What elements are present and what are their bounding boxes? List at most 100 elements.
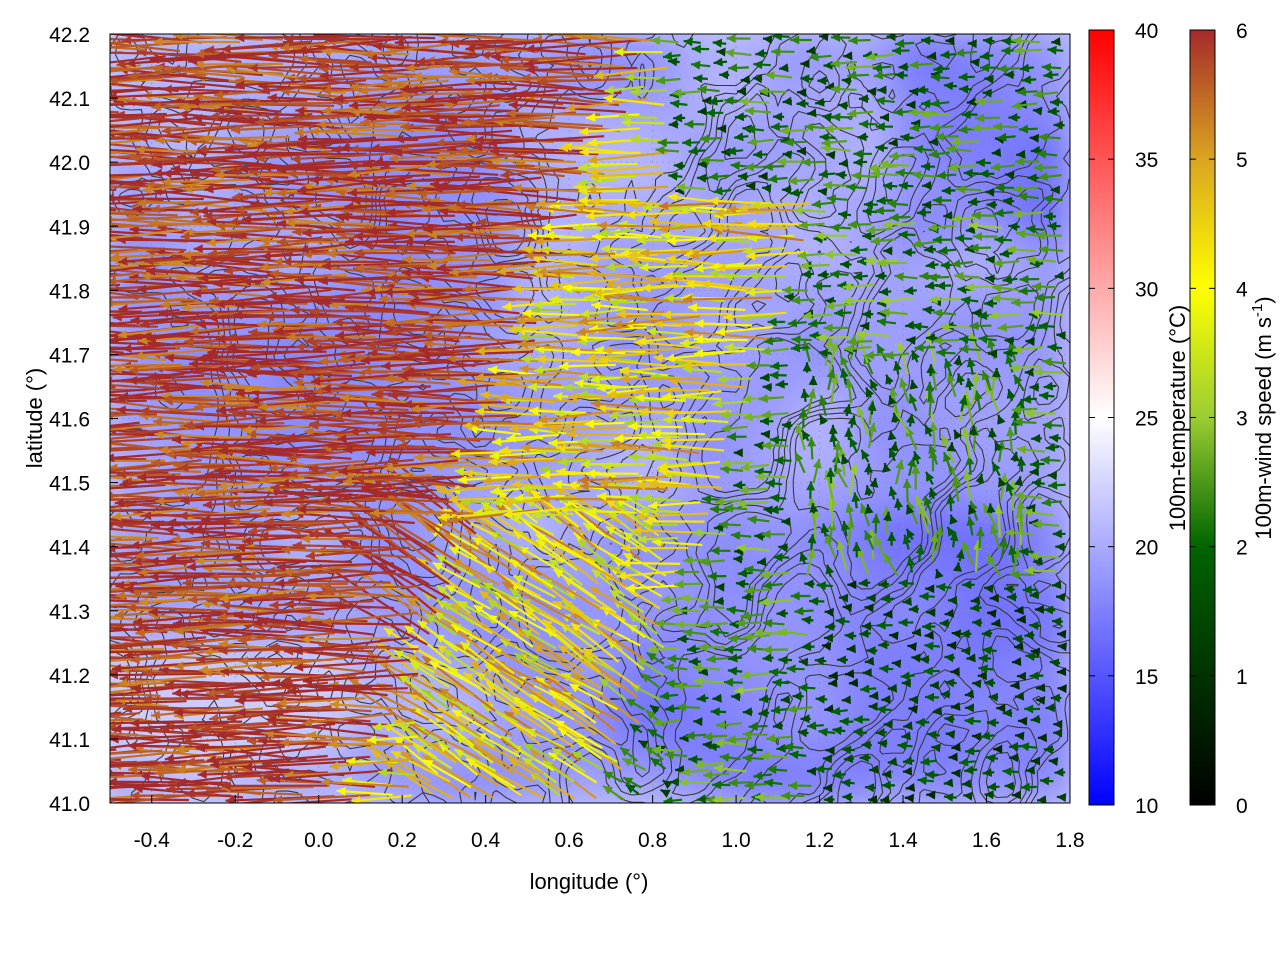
wind-arrow-shaft [264,521,367,522]
wind-arrow-head [41,633,50,642]
wind-arrow-head [14,648,23,657]
wind-arrow-head [29,761,38,770]
wind-arrow-head [23,584,32,593]
wind-arrow [24,577,123,586]
wind-arrow-head [26,593,35,602]
wind-arrow-head [85,496,94,505]
wind-arrow-head [61,648,70,657]
wind-arrow-head [96,601,105,610]
wind-arrow-head [69,560,78,569]
wind-arrow-head [22,677,31,686]
wind-arrow-head [97,688,106,697]
wind-arrow-head [45,498,54,507]
wind-arrow-shaft [24,582,123,585]
wind-arrow [5,624,123,639]
wind-arrow-head [78,646,87,655]
wind-arrow [7,713,121,729]
wind-arrow-head [0,756,9,765]
wind-arrow-shaft [5,783,116,793]
wind-arrow-head [100,694,109,703]
wind-arrow-head [5,788,14,797]
wind-arrow-head [36,755,45,764]
wind-arrow-head [36,786,45,795]
wind-arrow-head [48,776,57,785]
wind-arrow [26,719,122,728]
wind-arrow-head [71,778,80,787]
wind-arrow-head [182,805,192,814]
wind-arrow [12,751,121,760]
wind-arrow-head [86,693,96,702]
wind-arrow-head [74,719,83,728]
wind-arrow-shaft [26,724,122,725]
wind-arrow-shaft [14,648,125,652]
wind-arrow-head [66,751,75,760]
wind-arrow-head [25,551,34,560]
wind-arrow-head [101,701,110,710]
wind-arrow-shaft [7,713,121,725]
wind-arrow-shaft [78,799,189,800]
wind-arrow-head [77,700,86,709]
wind-arrow-head [42,768,51,777]
wind-arrow-head [7,720,16,729]
wind-arrow-shaft [5,628,123,639]
wind-arrow-head [71,563,80,572]
wind-arrow [28,519,118,528]
wind-arrow-head [69,564,78,573]
wind-arrow-head [91,471,101,480]
wind-arrow-head [12,538,21,547]
wind-arrow-head [37,568,46,577]
wind-arrow-head [26,669,35,678]
wind-arrow-shaft [321,587,419,588]
wind-arrow-head [17,631,26,640]
wind-arrow-shaft [76,624,183,625]
wind-arrow-shaft [250,584,348,585]
wind-arrow-head [19,693,28,702]
wind-arrow-head [100,573,109,582]
wind-arrow-head [82,695,91,704]
wind-arrow-head [68,507,77,516]
wind-arrow-head [5,624,14,633]
wind-arrow-head [88,644,97,653]
wind-arrow-shaft [12,756,121,760]
wind-arrow-head [38,627,47,636]
wind-arrow-head [103,799,113,808]
wind-arrow-head [43,588,52,597]
wind-arrow-head [10,799,19,808]
wind-arrow-head [85,588,94,597]
wind-arrow-head [49,717,58,726]
wind-arrow-shaft [9,501,124,511]
wind-arrow-head [55,762,64,771]
wind-arrow-head [27,493,37,502]
wind-arrow-head [62,512,71,521]
wind-arrow-head [88,642,97,651]
wind-arrow-shaft [19,700,125,703]
wind-arrow-head [12,751,21,760]
wind-arrow-head [29,575,38,584]
wind-arrow-head [67,700,76,709]
wind-arrow [26,496,120,507]
wind-arrow-head [9,497,18,506]
wind-arrow-head [95,627,104,636]
wind-arrow-head [45,512,54,521]
wind-arrow-shaft [28,521,118,524]
wind-arrow-head [33,659,42,668]
wind-arrow-head [75,764,84,773]
wind-arrow [19,698,125,707]
wind-arrow-head [26,498,35,507]
wind-arrow-head [26,719,35,728]
wind-arrow-head [69,586,78,595]
wind-arrow-shaft [4,774,124,775]
wind-arrow-head [28,519,37,528]
wind-arrow-head [82,568,91,577]
wind-arrow-head [93,784,102,793]
wind-arrow-head [40,717,49,726]
wind-arrow [17,626,123,640]
wind-arrow-head [68,708,77,717]
wind-arrow-head [104,491,113,500]
wind-arrow-shaft [42,772,164,774]
wind-arrow-head [16,733,25,742]
wind-arrow-head [29,726,38,735]
